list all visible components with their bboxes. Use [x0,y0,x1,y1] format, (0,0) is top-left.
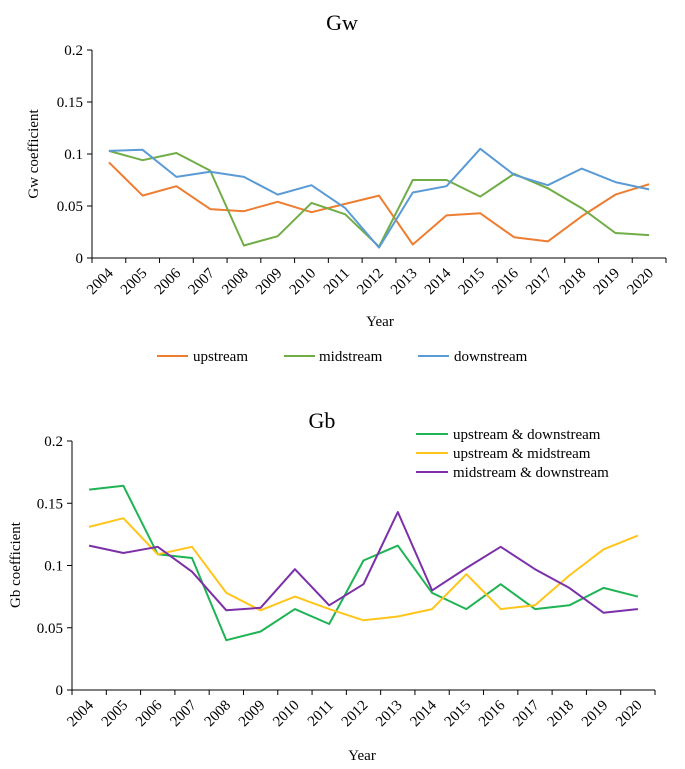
gb-x-tick-label: 2018 [545,698,578,731]
gb-x-tick-label: 2017 [510,697,543,730]
gb-legend-label: upstream & downstream [453,427,601,443]
gw-x-tick-label: 2011 [321,266,353,298]
gw-x-tick-label: 2019 [591,266,624,299]
gb-y-tick-label: 0.2 [44,434,63,450]
gb-series-line-midstream-downstream [88,511,639,614]
gb-x-tick-label: 2012 [339,698,372,731]
gb-x-axis-label: Year [348,748,376,764]
gb-y-tick-label: 0 [56,683,64,699]
gw-legend-label: midstream [319,349,383,365]
gw-x-tick-label: 2008 [219,266,252,299]
gw-x-tick-label: 2010 [287,266,320,299]
gb-x-tick-label: 2020 [613,698,646,731]
gb-x-tick-label: 2019 [579,698,612,731]
gb-x-tick-label: 2004 [64,697,97,730]
gw-legend: upstream midstream downstream [157,349,528,365]
gw-y-tick-label: 0.15 [57,95,83,111]
gw-y-tick-label: 0.2 [64,43,83,59]
gb-x-tick-label: 2005 [99,698,132,731]
gb-y-tick-label: 0.15 [37,496,63,512]
gb-legend: upstream & downstream upstream & midstrea… [416,427,609,481]
gw-x-axis-label: Year [366,314,394,330]
gb-x-tick-label: 2006 [133,697,166,730]
gw-x-tick-label: 2006 [152,265,185,298]
gb-x-tick-label: 2014 [407,697,440,730]
gb-chart-title: Gb [309,408,336,433]
gw-chart-title: Gw [326,10,358,35]
gb-legend-label: upstream & midstream [453,446,591,462]
gb-y-tick-label: 0.1 [44,559,63,575]
gw-y-tick-label: 0 [76,251,84,267]
gw-chart: Gw Gw coefficient Year 0 0.05 0.1 0.15 0.2 20… [26,10,667,365]
gw-x-tick-label: 2009 [253,266,286,299]
gw-x-tick-label: 2017 [523,265,556,298]
gw-legend-label: downstream [454,349,528,365]
gb-x-tick-label: 2010 [270,698,303,731]
gw-x-tick-label: 2018 [557,266,590,299]
gw-y-tick-label: 0.1 [64,147,83,163]
gb-chart: Gb Gb coefficient Year 0 0.05 0.1 0.15 0.2 20… [8,408,656,764]
gw-x-tick-label: 2007 [185,265,218,298]
gb-x-tick-label: 2016 [476,697,509,730]
gw-series-line-midstream [108,149,650,248]
gw-y-tick-label: 0.05 [57,199,83,215]
gb-legend-label: midstream & downstream [453,465,609,481]
gw-series-line-upstream [108,161,650,246]
gw-series-lines [108,147,650,249]
gw-x-tick-label: 2013 [388,266,421,299]
gb-y-axis-label: Gb coefficient [8,521,24,608]
gb-x-tick-label: 2011 [305,698,337,730]
gb-x-tick-label: 2007 [167,697,200,730]
gw-x-tick-label: 2012 [354,266,387,299]
gb-series-lines [88,484,639,642]
gw-series-line-downstream [108,147,650,249]
gb-series-line-upstream-downstream [88,484,639,642]
gw-x-tick-label: 2014 [422,265,455,298]
gb-series-line-upstream-midstream [88,517,639,622]
gw-x-tick-label: 2004 [84,265,117,298]
gb-x-tick-label: 2015 [442,698,475,731]
gb-x-tick-label: 2009 [236,698,269,731]
gb-x-tick-label: 2013 [373,698,406,731]
gw-x-tick-label: 2016 [489,265,522,298]
gb-y-tick-label: 0.05 [37,621,63,637]
gw-x-tick-label: 2005 [118,266,151,299]
gb-x-tick-label: 2008 [202,698,235,731]
gw-x-tick-label: 2020 [624,266,657,299]
gw-x-tick-label: 2015 [456,266,489,299]
gw-legend-label: upstream [193,349,248,365]
gw-y-axis-label: Gw coefficient [26,109,42,199]
